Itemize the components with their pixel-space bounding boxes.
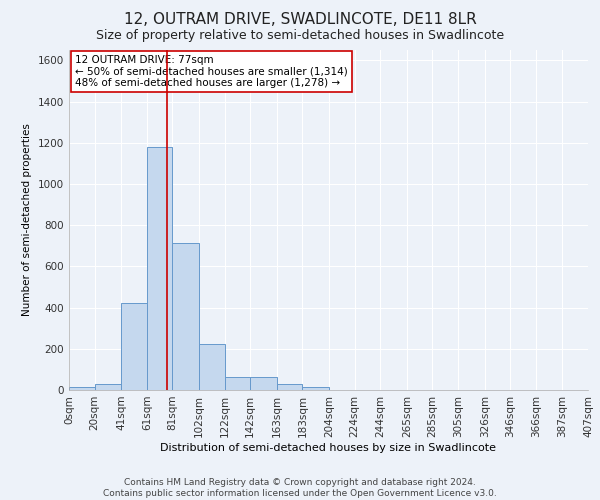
Y-axis label: Number of semi-detached properties: Number of semi-detached properties [22,124,32,316]
Bar [172,242,199,390]
Bar [224,376,250,390]
Bar [302,387,329,390]
Text: Contains HM Land Registry data © Crown copyright and database right 2024.
Contai: Contains HM Land Registry data © Crown c… [103,478,497,498]
Bar [95,384,121,390]
Bar [277,384,302,390]
Text: 12 OUTRAM DRIVE: 77sqm
← 50% of semi-detached houses are smaller (1,314)
48% of : 12 OUTRAM DRIVE: 77sqm ← 50% of semi-det… [76,55,348,88]
Bar [147,147,172,390]
Bar [250,376,277,390]
Text: Size of property relative to semi-detached houses in Swadlincote: Size of property relative to semi-detach… [96,29,504,42]
Text: 12, OUTRAM DRIVE, SWADLINCOTE, DE11 8LR: 12, OUTRAM DRIVE, SWADLINCOTE, DE11 8LR [124,12,476,28]
X-axis label: Distribution of semi-detached houses by size in Swadlincote: Distribution of semi-detached houses by … [161,442,497,452]
Bar [199,344,224,390]
Bar [121,304,147,390]
Bar [69,387,95,390]
